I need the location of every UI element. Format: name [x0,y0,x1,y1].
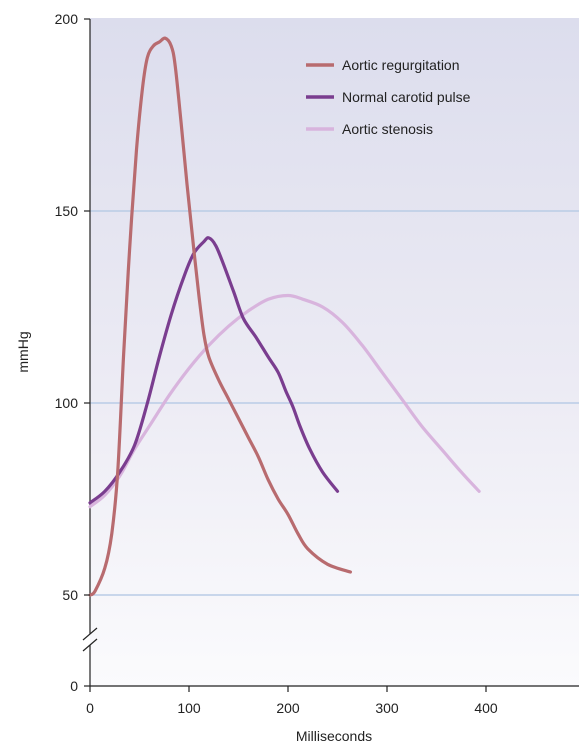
x-tick-label: 0 [86,700,94,716]
legend-label-normal-carotid-pulse: Normal carotid pulse [342,89,471,105]
y-tick-label: 100 [55,395,79,411]
series-line-aortic-regurgitation [88,36,352,597]
ticks: 0 50 100 150 200 0 100 200 300 400 [55,11,498,716]
plot-area [90,18,579,686]
x-tick-label: 400 [474,700,498,716]
legend: Aortic regurgitation Normal carotid pulse… [306,57,471,137]
y-tick-label: 200 [55,11,79,27]
y-axis-label: mmHg [15,331,31,372]
legend-label-aortic-stenosis: Aortic stenosis [342,121,433,137]
axes [82,19,579,687]
series-line-aortic-stenosis [88,293,481,509]
axis-break-mark-upper [82,627,98,641]
axis-break-mark-lower [82,638,98,652]
gridlines [90,210,579,596]
x-tick-label: 300 [375,700,399,716]
x-tick-label: 200 [276,700,300,716]
x-tick-label: 100 [177,700,201,716]
y-tick-label: 50 [62,587,78,603]
y-tick-label: 0 [70,678,78,694]
series-layer [88,36,481,597]
x-axis-label: Milliseconds [296,728,372,744]
y-tick-label: 150 [55,203,79,219]
series-line-normal-carotid-pulse [88,236,340,505]
legend-label-aortic-regurgitation: Aortic regurgitation [342,57,460,73]
